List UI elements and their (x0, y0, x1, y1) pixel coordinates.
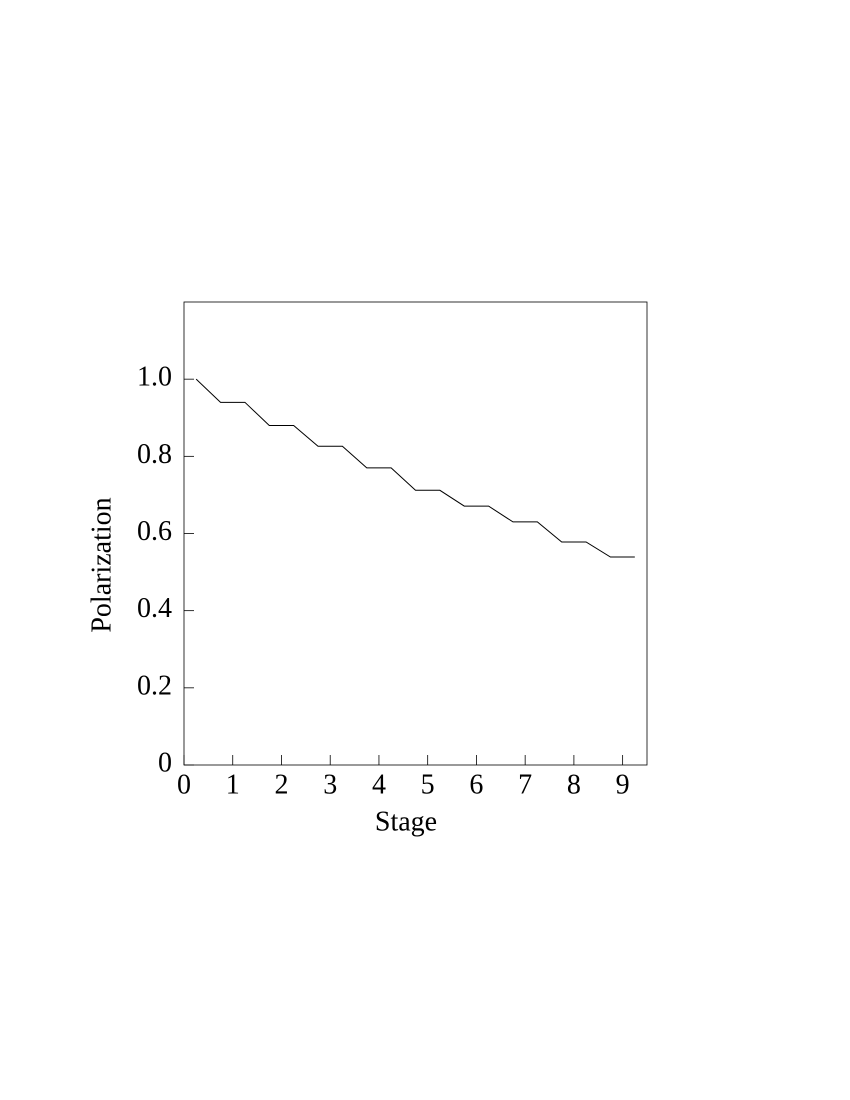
y-tick-label: 0.8 (137, 439, 172, 470)
x-axis-label: Stage (375, 806, 437, 837)
x-tick-label: 0 (177, 769, 191, 800)
x-tick-label: 7 (518, 769, 532, 800)
x-tick-label: 3 (323, 769, 337, 800)
x-tick-label: 5 (421, 769, 435, 800)
x-tick-label: 6 (469, 769, 483, 800)
plot-frame (183, 301, 648, 766)
data-line (195, 378, 635, 558)
x-tick-label: 1 (226, 769, 240, 800)
x-tick-label: 2 (274, 769, 288, 800)
y-axis-label: Polarization (86, 497, 117, 632)
y-tick-label: 0.6 (137, 516, 172, 547)
y-tick-label: 0 (158, 747, 172, 778)
y-tick-label: 0.2 (137, 670, 172, 701)
y-tick-label: 1.0 (137, 362, 172, 393)
x-tick-label: 4 (372, 769, 386, 800)
x-tick-label: 8 (567, 769, 581, 800)
y-tick-label: 0.4 (137, 593, 172, 624)
x-tick-label: 9 (616, 769, 630, 800)
